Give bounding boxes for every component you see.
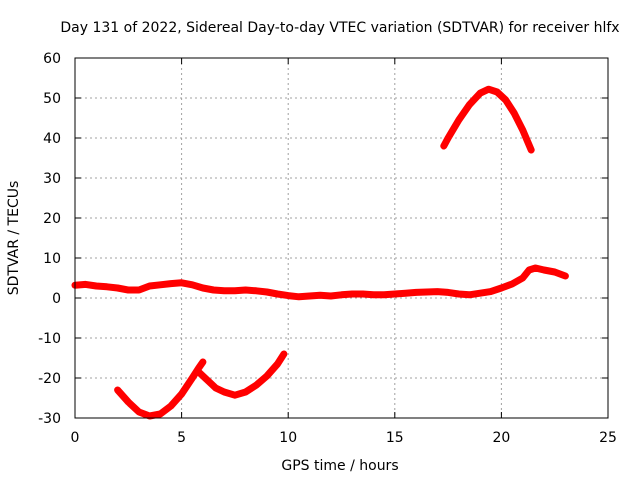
y-axis-label: SDTVAR / TECUs <box>6 181 22 296</box>
series-layer <box>71 85 569 420</box>
series-line-main-track <box>71 264 569 301</box>
y-tick-label: 50 <box>43 91 61 107</box>
x-tick-label: 10 <box>279 430 297 446</box>
x-axis-label: GPS time / hours <box>281 458 398 474</box>
y-tick-label: 10 <box>43 251 61 267</box>
y-tick-label: -10 <box>38 331 61 347</box>
series-line-dip-2-to-5.8 <box>114 358 207 420</box>
grid-lines <box>75 58 608 418</box>
y-tick-label: 60 <box>43 51 61 67</box>
y-tick-label: 30 <box>43 171 61 187</box>
x-tick-label: 5 <box>177 430 186 446</box>
x-tick-label: 20 <box>492 430 510 446</box>
y-tick-label: -20 <box>38 371 61 387</box>
chart-title: Day 131 of 2022, Sidereal Day-to-day VTE… <box>60 20 619 36</box>
axis-ticks: 0 5 10 15 20 25 -30 -20 -10 0 10 20 30 40 50 60 <box>38 51 617 446</box>
x-tick-label: 15 <box>386 430 404 446</box>
x-tick-label: 0 <box>71 430 80 446</box>
series-line-arc-17-to-21.5 <box>440 85 535 154</box>
x-tick-label: 25 <box>599 430 617 446</box>
y-tick-label: 0 <box>52 291 61 307</box>
y-tick-label: 20 <box>43 211 61 227</box>
series-line-dip-5.8-to-9.8 <box>195 350 288 399</box>
y-tick-label: -30 <box>38 411 61 427</box>
plot-frame <box>74 57 609 419</box>
y-tick-label: 40 <box>43 131 61 147</box>
